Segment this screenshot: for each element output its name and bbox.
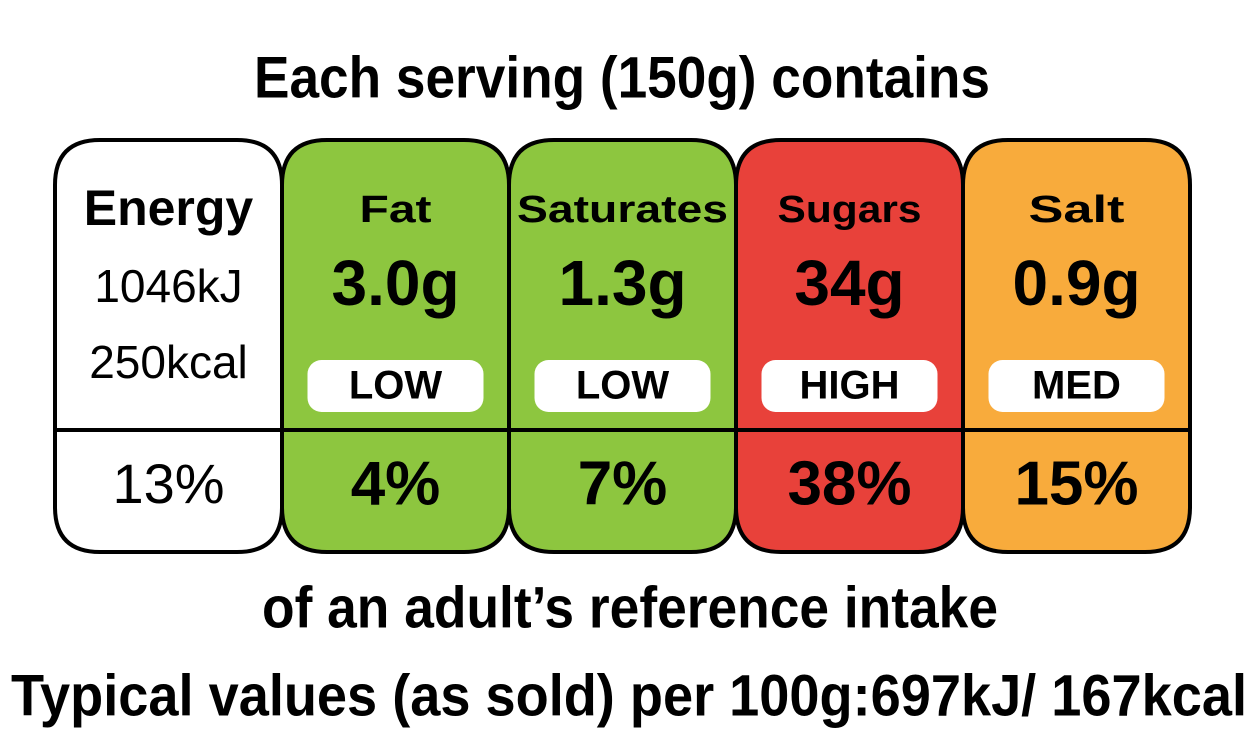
energy-value: 250kcal (89, 336, 248, 388)
amount: 1.3g (558, 247, 686, 319)
level-pill (761, 360, 938, 412)
percent: 13% (112, 452, 224, 515)
amount: 34g (794, 247, 904, 319)
nutrient-name: Sugars (778, 189, 922, 231)
typical-values: Typical values (as sold) per 100g:697kJ/… (11, 663, 1247, 728)
nutrient-name: Energy (84, 180, 254, 236)
energy-value: 1046kJ (94, 260, 242, 312)
percent: 7% (578, 449, 668, 518)
nutrient-name: Salt (1029, 189, 1125, 231)
reference-text: of an adult’s reference intake (262, 575, 998, 640)
level-pill (534, 360, 711, 412)
level: LOW (349, 364, 443, 408)
amount: 3.0g (331, 247, 459, 319)
nutrient-panel (961, 138, 1192, 554)
level: MED (1032, 364, 1121, 408)
title: Each serving (150g) contains (254, 45, 990, 110)
amount: 0.9g (1012, 247, 1140, 319)
level-pill (988, 360, 1165, 412)
level: LOW (576, 364, 670, 408)
nutrient-name: Saturates (517, 189, 728, 231)
nutrient-name: Fat (360, 189, 432, 231)
level: HIGH (800, 364, 900, 408)
percent: 15% (1014, 449, 1138, 518)
percent: 4% (351, 449, 441, 518)
level-pill (307, 360, 484, 412)
percent: 38% (787, 449, 911, 518)
